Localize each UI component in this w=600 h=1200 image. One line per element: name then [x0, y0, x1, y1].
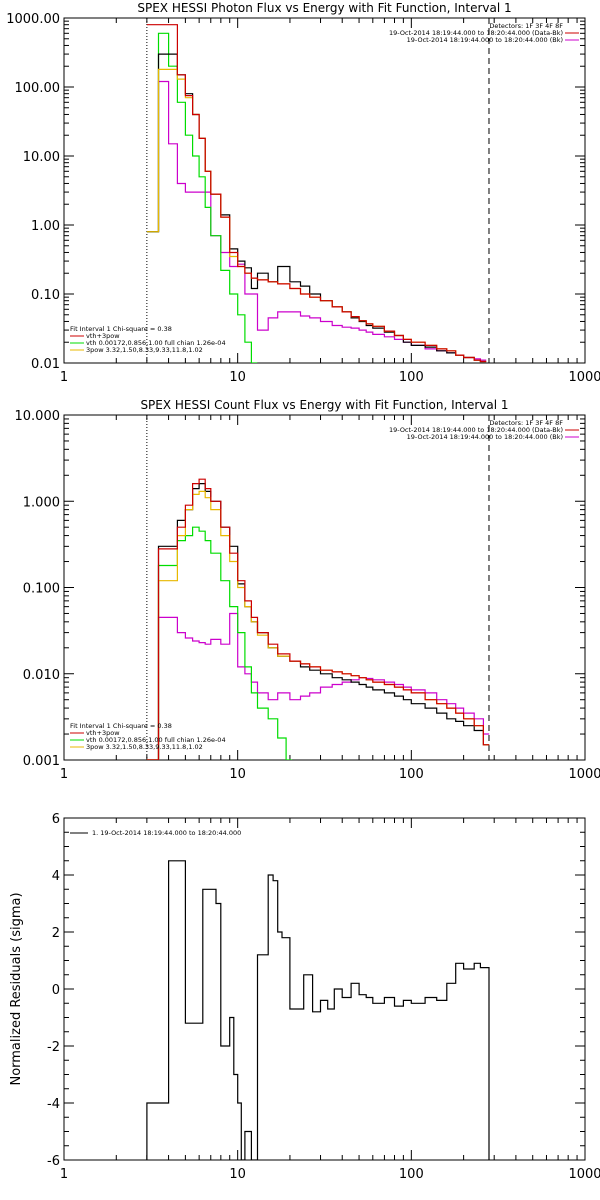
series-data-line	[146, 860, 490, 1160]
series-vth-line	[146, 32, 258, 363]
y-tick-label: -6	[47, 1154, 60, 1169]
legend-bottom-entry: 3pow 3.32,1.50,8.33,9.33,11.8,1.02	[86, 743, 203, 751]
y-tick-label: 100.00	[15, 81, 61, 96]
series-vth-line	[146, 526, 292, 760]
chart-title: SPEX HESSI Photon Flux vs Energy with Fi…	[137, 1, 511, 15]
series-background-line	[146, 612, 490, 760]
legend-bottom-entry: vth+3pow	[86, 729, 120, 737]
x-tick-label: 100	[399, 1167, 424, 1182]
chart-title: SPEX HESSI Count Flux vs Energy with Fit…	[140, 398, 508, 412]
residuals-panel: 1 10 100 1000 -6 -4 -2 0 2 4 6 Normalized Residuals…	[9, 812, 600, 1182]
x-tick-label: 1000	[568, 370, 600, 385]
legend-top-entry: 19-Oct-2014 18:19:44.000 to 18:20:44.000…	[389, 29, 563, 37]
legend-bottom-entry: vth 0.00172,0.856,1.00 full chian 1.26e-…	[86, 339, 226, 347]
legend-bottom-entry: vth 0.00172,0.856,1.00 full chian 1.26e-…	[86, 736, 226, 744]
legend-top-entry: 19-Oct-2014 18:19:44.000 to 18:20:44.000…	[407, 36, 563, 44]
series-total-line	[146, 478, 490, 760]
y-tick-label: 10.00	[23, 150, 60, 165]
series-total-line	[146, 24, 487, 363]
y-tick-label: 6	[52, 812, 60, 827]
legend-bottom-entry: vth+3pow	[86, 332, 120, 340]
x-tick-label: 10	[229, 370, 246, 385]
y-tick-label: 1.000	[23, 495, 60, 510]
y-tick-label: 0.010	[23, 668, 60, 683]
plot-frame	[63, 817, 586, 1161]
y-tick-label: -2	[47, 1040, 60, 1055]
x-tick-label: 1	[60, 767, 68, 782]
legend-top-entry: 1. 19-Oct-2014 18:19:44.000 to 18:20:44.…	[92, 829, 241, 837]
legend-bottom-entry: Fit Interval 1 Chi-square = 0.38	[70, 722, 172, 730]
legend-top-entry: 19-Oct-2014 18:19:44.000 to 18:20:44.000…	[389, 426, 563, 434]
x-tick-label: 1000	[568, 1167, 600, 1182]
y-tick-label: 1000.00	[6, 12, 60, 27]
photon-flux-panel: SPEX HESSI Photon Flux vs Energy with Fi…	[6, 1, 600, 385]
legend-bottom-entry: 3pow 3.32,1.50,8.33,9.33,11.8,1.02	[86, 346, 203, 354]
series-power-line	[146, 490, 490, 760]
legend-bottom-entry: Fit Interval 1 Chi-square = 0.38	[70, 325, 172, 333]
plot-frame	[63, 17, 586, 364]
y-tick-label: 1.00	[31, 219, 60, 234]
y-tick-label: 4	[52, 869, 60, 884]
plot-frame	[63, 414, 586, 761]
x-tick-label: 1	[60, 370, 68, 385]
x-tick-label: 10	[229, 767, 246, 782]
count-flux-panel: SPEX HESSI Count Flux vs Energy with Fit…	[15, 398, 600, 782]
y-tick-label: 0.001	[23, 754, 60, 769]
y-tick-label: 2	[52, 926, 60, 941]
legend-top-entry: Detectors: 1F 3F 4F 8F	[489, 22, 563, 30]
x-tick-label: 100	[399, 370, 424, 385]
legend-top-entry: 19-Oct-2014 18:19:44.000 to 18:20:44.000…	[407, 433, 563, 441]
y-tick-label: 0	[52, 983, 60, 998]
series-data-line	[146, 483, 490, 760]
x-tick-label: 10	[229, 1167, 246, 1182]
y-tick-label: 0.100	[23, 582, 60, 597]
legend-top-entry: Detectors: 1F 3F 4F 8F	[489, 419, 563, 427]
y-tick-label: -4	[47, 1097, 60, 1112]
series-data-line	[146, 53, 487, 363]
x-tick-label: 1	[60, 1167, 68, 1182]
x-tick-label: 100	[399, 767, 424, 782]
series-background-line	[146, 80, 487, 361]
x-tick-label: 1000	[568, 767, 600, 782]
y-tick-label: 0.01	[31, 357, 60, 372]
y-tick-label: 10.000	[15, 409, 61, 424]
y-tick-label: 0.10	[31, 288, 60, 303]
y-axis-label: Normalized Residuals (sigma)	[9, 892, 24, 1085]
